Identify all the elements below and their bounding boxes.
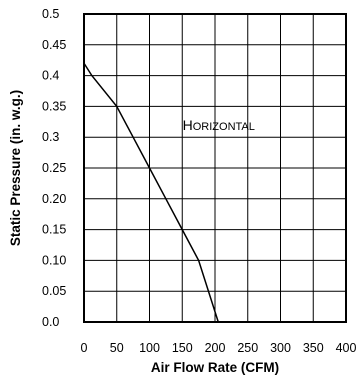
x-tick-label: 0 (81, 341, 88, 355)
x-tick-label: 300 (270, 341, 291, 355)
annotation-first-letter: H (183, 117, 193, 133)
y-tick-label: 0.45 (42, 38, 66, 52)
y-tick-label: 0.5 (42, 7, 59, 21)
y-tick-label: 0.15 (42, 223, 66, 237)
y-tick-label: 0.35 (42, 99, 66, 113)
y-tick-label: 0.10 (42, 253, 66, 267)
x-tick-label: 350 (303, 341, 324, 355)
annotation-rest: ORIZONTAL (193, 121, 255, 133)
x-tick-label: 250 (237, 341, 258, 355)
grid (83, 13, 347, 323)
y-tick-label: 0.05 (42, 284, 66, 298)
y-tick-label: 0.3 (42, 130, 59, 144)
y-tick-label: 0.4 (42, 69, 59, 83)
y-tick-label: 0.25 (42, 161, 66, 175)
x-tick-label: 200 (205, 341, 226, 355)
x-tick-labels: 0 50 100 150 200 250 300 350 400 (81, 341, 357, 355)
y-tick-labels: 0.0 0.05 0.10 0.15 0.20 0.25 0.3 0.35 0.4 0.45 0.5 (42, 7, 66, 329)
y-tick-label: 0.0 (42, 315, 59, 329)
y-axis-title: Static Pressure (in. w.g.) (8, 90, 23, 246)
series-line (83, 62, 219, 323)
x-tick-label: 400 (336, 341, 357, 355)
x-axis-title: Air Flow Rate (CFM) (151, 360, 279, 375)
x-tick-label: 50 (110, 341, 124, 355)
x-tick-label: 150 (172, 341, 193, 355)
x-tick-label: 100 (139, 341, 160, 355)
y-tick-label: 0.20 (42, 192, 66, 206)
annotation-label: HORIZONTAL (183, 117, 255, 133)
plot-frame (83, 13, 347, 323)
